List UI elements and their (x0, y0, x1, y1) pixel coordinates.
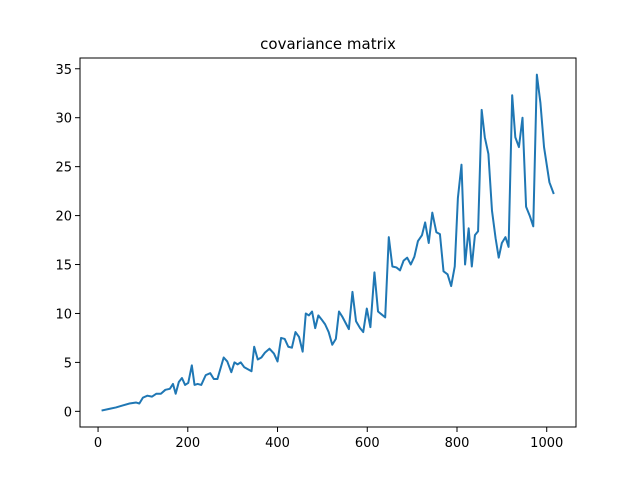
x-tick-label: 600 (355, 436, 380, 451)
x-tick-label: 0 (94, 436, 102, 451)
y-tick-label: 35 (55, 63, 72, 78)
x-tick-label: 400 (265, 436, 290, 451)
y-tick-label: 10 (55, 307, 72, 322)
plot-frame (79, 57, 577, 428)
x-tick-label: 1000 (530, 436, 563, 451)
y-tick-label: 5 (64, 356, 72, 371)
y-tick-label: 25 (55, 161, 72, 176)
y-tick-label: 20 (55, 210, 72, 225)
x-tick-label: 800 (445, 436, 470, 451)
data-line (101, 73, 555, 412)
y-tick-label: 15 (55, 259, 72, 274)
y-tick-label: 0 (64, 405, 72, 420)
x-tick-label: 200 (175, 436, 200, 451)
y-tick-label: 30 (55, 112, 72, 127)
chart-title: covariance matrix (260, 35, 396, 53)
